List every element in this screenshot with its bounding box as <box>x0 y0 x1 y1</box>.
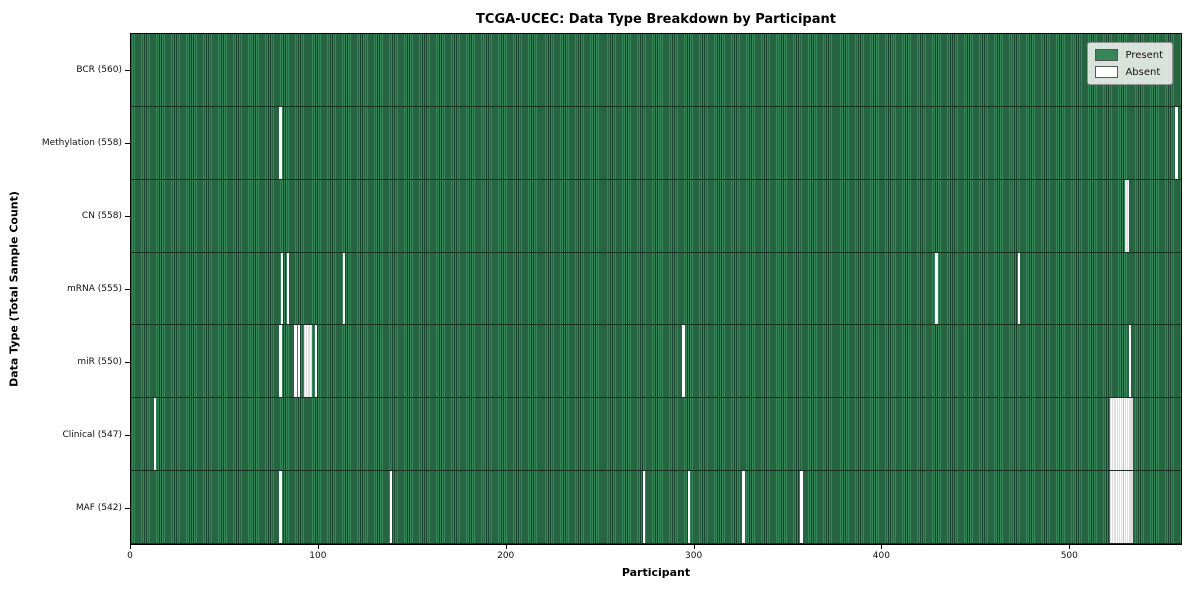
x-tick <box>1069 545 1071 549</box>
x-ticklabel-0: 0 <box>127 551 133 561</box>
heatmap-row-maf <box>131 471 1181 545</box>
heatmap-row-cn <box>131 179 1181 253</box>
absent-gap <box>800 471 803 544</box>
absent-gap <box>682 325 685 398</box>
absent-gap <box>294 325 297 398</box>
heatmap-row-mir <box>131 325 1181 399</box>
legend-entry-present: Present <box>1095 49 1163 61</box>
y-ticklabel-clinical: Clinical (547) <box>62 430 122 441</box>
present-cells <box>131 252 1181 325</box>
x-tick <box>505 545 507 549</box>
x-ticklabel-300: 300 <box>685 551 703 561</box>
legend-entry-absent: Absent <box>1095 66 1163 78</box>
x-tick <box>693 545 695 549</box>
absent-gap <box>281 252 284 325</box>
absent-gap <box>342 252 346 325</box>
y-ticklabel-cn: CN (558) <box>81 210 122 221</box>
present-cells <box>131 106 1181 179</box>
y-tick <box>125 142 130 144</box>
legend-label-absent: Absent <box>1125 66 1161 78</box>
y-tick <box>125 435 130 437</box>
x-ticklabel-400: 400 <box>872 551 890 561</box>
absent-gap <box>279 325 282 398</box>
absent-gap <box>1175 106 1178 179</box>
x-tick <box>881 545 883 549</box>
present-cells <box>131 179 1181 252</box>
legend-label-present: Present <box>1125 49 1163 61</box>
absent-gap <box>1109 471 1133 544</box>
absent-gap <box>742 471 745 544</box>
absent-gap <box>1109 398 1133 471</box>
x-axis-label: Participant <box>621 566 691 579</box>
x-tick <box>317 545 319 549</box>
heatmap-row-clinical <box>131 398 1181 472</box>
x-ticklabel-200: 200 <box>497 551 515 561</box>
y-axis-label: Data Type (Total Sample Count) <box>7 191 21 387</box>
absent-gap <box>297 325 301 398</box>
y-tick <box>125 362 130 364</box>
absent-gap <box>1017 252 1021 325</box>
y-tick <box>125 69 130 71</box>
y-ticklabel-methylation: Methylation (558) <box>41 137 122 148</box>
present-cells <box>131 325 1181 398</box>
y-tick <box>125 215 130 217</box>
present-swatch <box>1095 49 1119 61</box>
absent-swatch <box>1095 66 1119 78</box>
absent-gap <box>279 106 282 179</box>
absent-gap <box>153 398 156 471</box>
absent-gap <box>1128 325 1131 398</box>
legend: Present Absent <box>1087 42 1173 85</box>
absent-gap <box>286 252 289 325</box>
y-ticklabel-bcr: BCR (560) <box>76 64 122 75</box>
present-cells <box>131 398 1181 471</box>
heatmap-row-bcr <box>131 34 1181 107</box>
y-ticklabel-mrna: mRNA (555) <box>67 284 122 294</box>
absent-gap <box>303 325 312 398</box>
absent-gap <box>314 325 318 398</box>
y-tick <box>125 508 130 510</box>
absent-gap <box>642 471 646 544</box>
absent-gap <box>935 252 938 325</box>
chart-title: TCGA-UCEC: Data Type Breakdown by Partic… <box>476 12 836 27</box>
y-tick <box>125 289 130 290</box>
y-ticklabel-mir: miR (550) <box>77 357 122 368</box>
x-ticklabel-500: 500 <box>1060 551 1078 561</box>
absent-gap <box>1124 179 1129 252</box>
x-tick <box>130 545 131 549</box>
heatmap-plot-area: Present Absent <box>130 33 1182 545</box>
absent-gap <box>687 471 691 544</box>
x-ticklabel-100: 100 <box>309 551 327 561</box>
y-ticklabel-maf: MAF (542) <box>75 503 122 514</box>
present-cells <box>131 471 1181 544</box>
absent-gap <box>389 471 393 544</box>
absent-gap <box>279 471 282 544</box>
heatmap-row-mrna <box>131 252 1181 326</box>
heatmap-row-methylation <box>131 106 1181 180</box>
present-cells <box>131 34 1181 106</box>
